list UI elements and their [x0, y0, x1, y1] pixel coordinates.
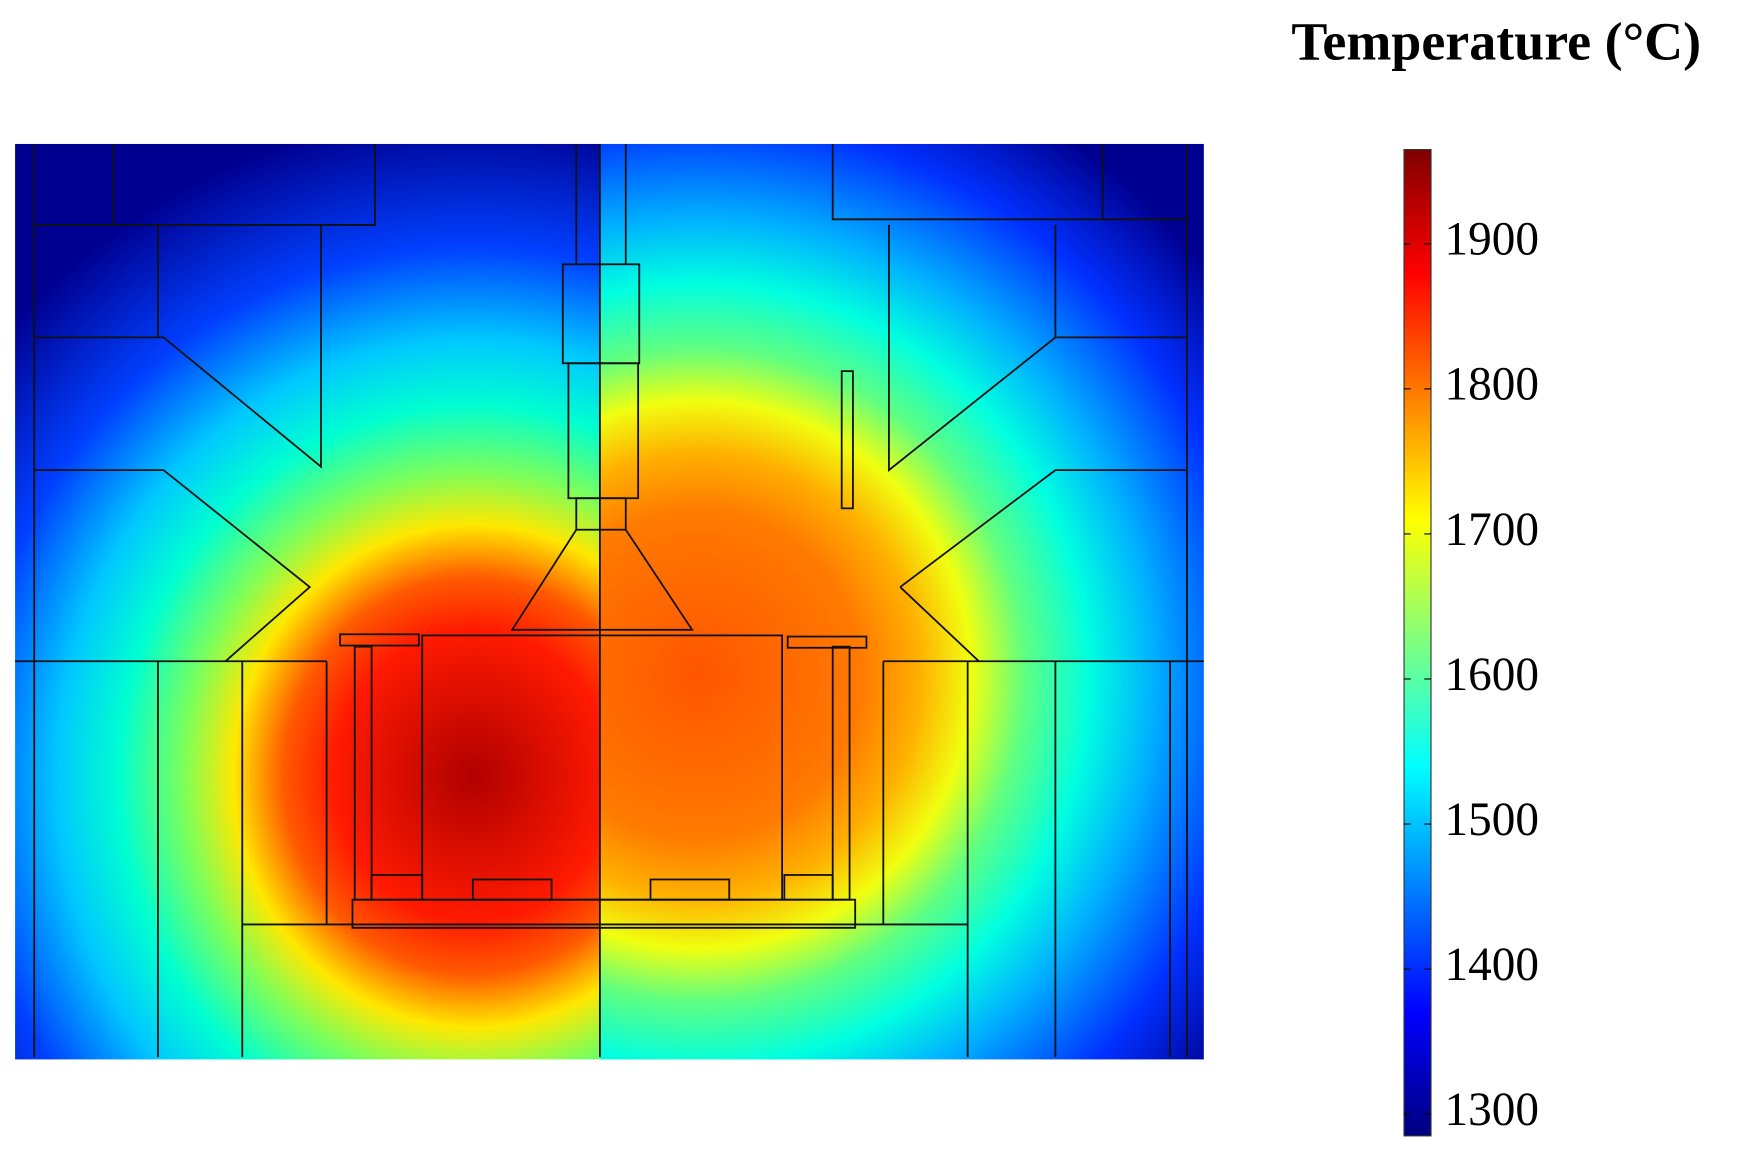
colorbar-tick-label: 1400	[1445, 939, 1539, 991]
field-left	[15, 143, 600, 1060]
colorbar-tick-label: 1300	[1445, 1084, 1539, 1136]
colorbar-title: Temperature (°C)	[1291, 12, 1701, 72]
colorbar-tick-label: 1700	[1445, 504, 1539, 556]
colorbar	[1403, 149, 1432, 1137]
geometry-outline	[15, 143, 1204, 1058]
colorbar-tick-label: 1500	[1445, 794, 1539, 846]
colorbar-tick-label: 1900	[1445, 214, 1539, 266]
field-right	[599, 143, 1204, 1060]
colorbar-tick-label: 1800	[1445, 359, 1539, 411]
colorbar-tick-label: 1600	[1445, 649, 1539, 701]
